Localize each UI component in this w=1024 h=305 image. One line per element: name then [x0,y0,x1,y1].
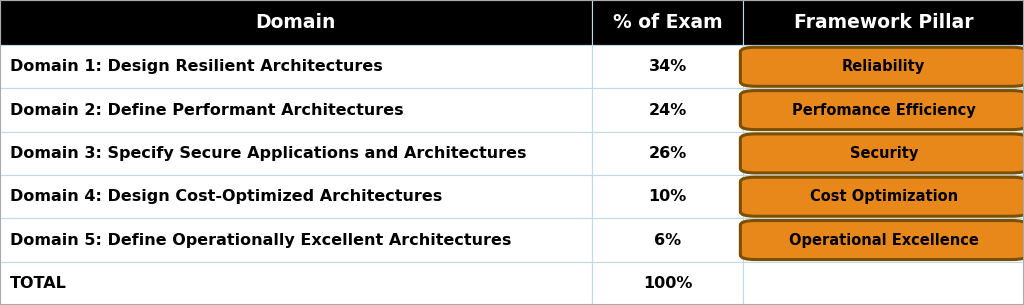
Bar [743,88,1024,132]
Bar [743,45,1024,88]
Text: 10%: 10% [648,189,687,204]
FancyBboxPatch shape [740,177,1024,216]
Bar [743,218,1024,262]
FancyBboxPatch shape [740,221,1024,260]
Text: % of Exam: % of Exam [612,13,723,32]
Bar [0,175,592,218]
Bar [743,262,1024,305]
Bar [0,88,592,132]
Bar [592,262,743,305]
Text: Domain 2: Define Performant Architectures: Domain 2: Define Performant Architecture… [10,102,403,118]
Bar [743,175,1024,218]
Text: Reliability: Reliability [842,59,926,74]
FancyBboxPatch shape [740,47,1024,86]
Bar [0,45,592,88]
Text: Cost Optimization: Cost Optimization [810,189,957,204]
Text: Domain 1: Design Resilient Architectures: Domain 1: Design Resilient Architectures [10,59,383,74]
FancyBboxPatch shape [740,91,1024,130]
Bar [0,218,592,262]
Bar [592,132,743,175]
Bar [592,45,743,88]
Text: 6%: 6% [654,232,681,248]
Bar [743,0,1024,45]
Bar [592,218,743,262]
Text: Perfomance Efficiency: Perfomance Efficiency [792,102,976,118]
Bar [592,88,743,132]
FancyBboxPatch shape [740,134,1024,173]
Text: Framework Pillar: Framework Pillar [794,13,974,32]
Text: Security: Security [850,146,918,161]
Text: Domain 5: Define Operationally Excellent Architectures: Domain 5: Define Operationally Excellent… [10,232,512,248]
Text: Operational Excellence: Operational Excellence [788,232,979,248]
Text: 100%: 100% [643,276,692,291]
Bar [0,132,592,175]
Text: 26%: 26% [648,146,687,161]
Bar [592,0,743,45]
Text: Domain 3: Specify Secure Applications and Architectures: Domain 3: Specify Secure Applications an… [10,146,526,161]
Bar [0,262,592,305]
Text: Domain 4: Design Cost-Optimized Architectures: Domain 4: Design Cost-Optimized Architec… [10,189,442,204]
Bar [592,175,743,218]
Text: Domain: Domain [256,13,336,32]
Bar [0,0,592,45]
Bar [743,132,1024,175]
Text: 24%: 24% [648,102,687,118]
Text: 34%: 34% [648,59,687,74]
Text: TOTAL: TOTAL [10,276,68,291]
